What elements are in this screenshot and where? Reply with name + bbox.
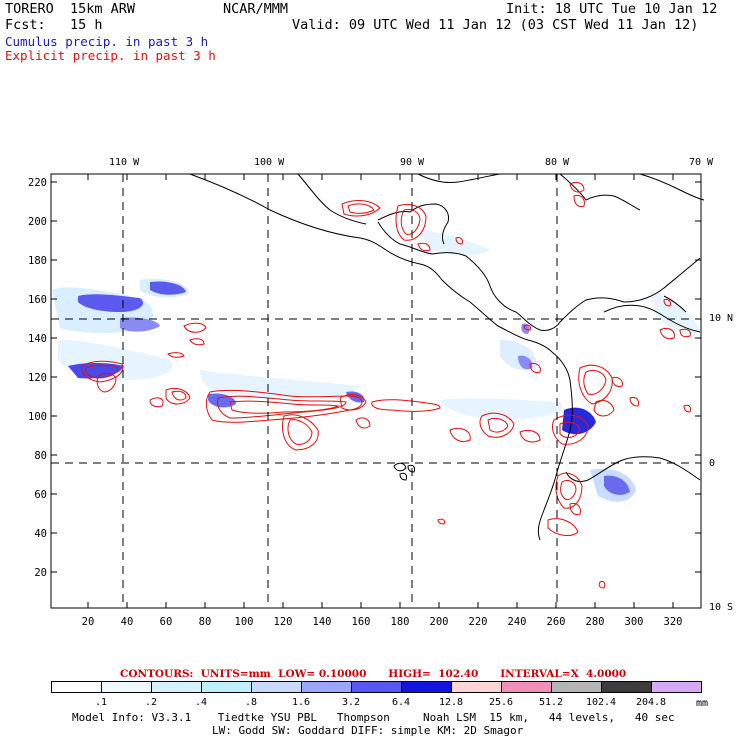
x-tick-label: 20: [82, 616, 95, 628]
map-frame: [50, 173, 702, 609]
colorbar-label: 25.6: [488, 697, 514, 708]
x-tick-label: 180: [391, 616, 410, 628]
colorbar-label: 51.2: [538, 697, 564, 708]
colorbar-unit: mm: [696, 698, 709, 709]
x-tick-label: 60: [160, 616, 173, 628]
lat-label-0: 0: [709, 458, 716, 469]
y-tick-label: 80: [34, 450, 47, 462]
x-tick-label: 280: [586, 616, 605, 628]
y-tick-label: 180: [28, 255, 47, 267]
model-physics: LW: Godd SW: Goddard DIFF: simple KM: 2D…: [212, 724, 524, 737]
axis-ticks: [51, 174, 701, 608]
x-tick-label: 120: [274, 616, 293, 628]
lat-label-10n: 10 N: [709, 313, 734, 324]
colorbar-swatch: [351, 681, 402, 693]
y-tick-label: 20: [34, 567, 47, 579]
lat-label-10s: 10 S: [709, 602, 734, 613]
colorbar-label: .1: [94, 697, 108, 708]
explicit-precip-contours: [81, 181, 691, 589]
valid-time: Valid: 09 UTC Wed 11 Jan 12 (03 CST Wed …: [292, 17, 699, 33]
colorbar-swatch: [251, 681, 302, 693]
latlon-grid: [51, 174, 701, 608]
lon-label-90w: 90 W: [400, 157, 425, 168]
coastlines: [189, 173, 705, 541]
colorbar-label: .8: [244, 697, 258, 708]
colorbar-swatch: [301, 681, 352, 693]
colorbar-swatch: [201, 681, 252, 693]
colorbar-label: .2: [144, 697, 158, 708]
colorbar-swatch: [151, 681, 202, 693]
colorbar-label: 102.4: [585, 697, 617, 708]
x-tick-label: 80: [199, 616, 212, 628]
x-tick-label: 300: [625, 616, 644, 628]
cumulus-field-label: Cumulus precip. in past 3 h: [5, 34, 209, 49]
colorbar-swatch: [551, 681, 602, 693]
colorbar-swatch: [501, 681, 552, 693]
lon-label-80w: 80 W: [545, 157, 570, 168]
y-tick-label: 160: [28, 294, 47, 306]
x-tick-label: 260: [547, 616, 566, 628]
model-info: Model Info: V3.3.1 Tiedtke YSU PBL Thomp…: [72, 711, 675, 724]
org-label: NCAR/MMM: [223, 1, 289, 17]
model-title: TORERO 15km ARW: [5, 1, 136, 17]
colorbar-label: 1.6: [291, 697, 311, 708]
colorbar-swatch: [601, 681, 652, 693]
colorbar-swatch: [51, 681, 102, 693]
colorbar-label: 12.8: [438, 697, 464, 708]
y-tick-label: 40: [34, 528, 47, 540]
lon-label-70w: 70 W: [689, 157, 714, 168]
colorbar-swatch: [451, 681, 502, 693]
y-tick-label: 100: [28, 411, 47, 423]
colorbar-swatch: [651, 681, 702, 693]
axis-tick-labels: 220 200 180 160 140 120 100 80 60 40 20 20 40 60 80 100…: [28, 177, 682, 628]
colorbar-label: .4: [194, 697, 208, 708]
lon-label-110w: 110 W: [109, 157, 140, 168]
colorbar-label: 204.8: [635, 697, 667, 708]
forecast-hour: Fcst: 15 h: [5, 17, 103, 33]
x-tick-label: 220: [469, 616, 488, 628]
x-tick-label: 140: [313, 616, 332, 628]
x-tick-label: 40: [121, 616, 134, 628]
lon-label-100w: 100 W: [254, 157, 285, 168]
init-time: Init: 18 UTC Tue 10 Jan 12: [506, 1, 718, 17]
colorbar-swatch: [401, 681, 452, 693]
x-tick-label: 160: [352, 616, 371, 628]
contour-info: CONTOURS: UNITS=mm LOW= 0.10000 HIGH= 10…: [120, 668, 627, 680]
colorbar-swatch: [101, 681, 152, 693]
y-tick-label: 120: [28, 372, 47, 384]
x-tick-label: 320: [664, 616, 683, 628]
explicit-field-label: Explicit precip. in past 3 h: [5, 48, 216, 63]
x-tick-label: 200: [430, 616, 449, 628]
y-tick-label: 220: [28, 177, 47, 189]
x-tick-label: 240: [508, 616, 527, 628]
y-tick-label: 60: [34, 489, 47, 501]
cumulus-precip-shading: [52, 230, 700, 502]
x-tick-label: 100: [235, 616, 254, 628]
y-tick-label: 140: [28, 333, 47, 345]
colorbar-label: 6.4: [391, 697, 411, 708]
colorbar-label: 3.2: [341, 697, 361, 708]
y-tick-label: 200: [28, 216, 47, 228]
